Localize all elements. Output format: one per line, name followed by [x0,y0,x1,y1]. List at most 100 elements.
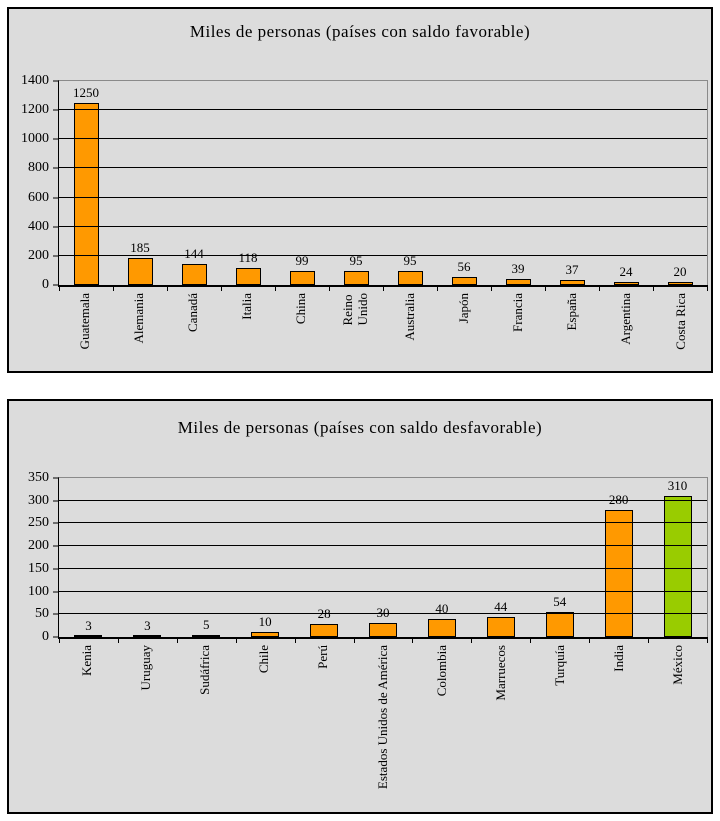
bar [192,634,221,637]
y-axis-tick [53,522,59,524]
bar-cell: 37 [545,81,599,285]
x-category-label: China [293,293,309,325]
bar [251,632,280,637]
y-axis-tick [53,197,59,199]
x-axis-tick [176,637,178,643]
bar-value-label: 5 [203,616,210,632]
y-axis-label: 150 [28,560,49,576]
y-gridline [59,522,707,524]
x-axis-tick [275,285,276,291]
x-category-label: Colombia [433,645,449,697]
bar-value-label: 3 [85,617,92,633]
x-category-cell: Uruguay [117,645,176,811]
x-axis-labels: Guatemala Alemania Canadá Italia China Reino … [58,293,708,367]
bars: 1250 185 144 118 99 95 95 56 39 37 24 20 [59,81,707,285]
x-category-cell: Canadá [166,293,220,367]
x-category-cell: Italia [221,293,275,367]
bar [427,618,456,637]
y-gridline [59,567,707,569]
y-gridline [59,254,707,256]
bar-value-label: 20 [673,264,687,280]
x-axis-tick [589,637,591,643]
x-axis-tick [59,285,60,291]
y-axis-tick [53,477,59,479]
bar-value-label: 185 [130,240,150,256]
x-axis-tick [437,285,438,291]
x-axis-tick [221,285,222,291]
x-axis-tick [545,285,546,291]
y-axis-label: 200 [28,247,49,263]
bar-cell: 5 [177,478,236,637]
y-axis-tick [53,138,59,140]
bar [663,496,692,637]
x-category-cell: Francia [491,293,545,367]
x-category-label: Uruguay [138,645,154,691]
bar-value-label: 1250 [73,84,99,100]
y-axis-tick [53,613,59,615]
bar [310,624,339,637]
y-axis-tick [53,591,59,593]
x-axis-tick [530,637,532,643]
x-category-cell: España [546,293,600,367]
y-axis-tick [53,500,59,502]
x-category-cell: Estados Unidos de América [353,645,412,811]
bar [604,509,633,637]
x-category-label: Argentina [618,293,634,345]
bar-cell: 1250 [59,81,113,285]
y-axis-label: 1000 [21,131,49,147]
bar-value-label: 95 [403,253,417,269]
y-axis-label: 300 [28,492,49,508]
x-axis-tick [599,285,600,291]
bar-cell: 95 [329,81,383,285]
y-axis-label: 250 [28,515,49,531]
y-gridline [59,590,707,592]
bar-cell: 280 [589,478,648,637]
x-axis-tick [471,637,473,643]
x-axis-tick [235,637,237,643]
y-gridline [59,613,707,615]
x-category-label: México [670,645,686,685]
x-category-label: Guatemala [76,293,92,350]
y-axis-tick [53,636,59,638]
x-category-label: India [610,645,626,672]
y-axis-tick [53,80,59,82]
bars: 3 3 5 10 28 30 40 44 54 280 310 [59,478,707,637]
x-category-cell: India [590,645,649,811]
bar [133,635,162,637]
x-category-cell: México [649,645,708,811]
plot-area: 1250 185 144 118 99 95 95 56 39 37 24 20 0 200 400 600… [21,74,708,292]
bar-cell: 118 [221,81,275,285]
bar-cell: 39 [491,81,545,285]
x-axis-tick [329,285,330,291]
x-category-label: Sudáfrica [197,645,213,695]
y-gridline [59,167,707,169]
bar-value-label: 3 [144,617,151,633]
bar-value-label: 54 [553,594,567,610]
bar-cell: 24 [599,81,653,285]
x-axis-tick [491,285,492,291]
bar-value-label: 280 [608,491,629,507]
x-category-label: Japón [455,293,471,324]
x-axis-tick [59,637,60,643]
y-gridline [59,545,707,547]
y-axis-label: 50 [35,606,49,622]
y-axis-tick [53,284,59,286]
y-axis-label: 400 [28,218,49,234]
y-gridline [59,225,707,227]
bar-cell: 44 [471,478,530,637]
x-category-cell: Chile [235,645,294,811]
x-axis-tick [117,637,119,643]
x-category-label: Chile [256,645,272,674]
bar-value-label: 10 [258,614,272,630]
bar [667,282,693,285]
bar-cell: 3 [118,478,177,637]
y-gridline [59,138,707,140]
bar-value-label: 39 [511,261,525,277]
chart-title: Miles de personas (países con saldo favo… [189,22,531,41]
x-category-cell: Perú [294,645,353,811]
y-axis-label: 100 [28,583,49,599]
y-axis-label: 0 [42,629,49,644]
x-category-label: Australia [401,293,417,341]
y-axis-tick [53,167,59,169]
